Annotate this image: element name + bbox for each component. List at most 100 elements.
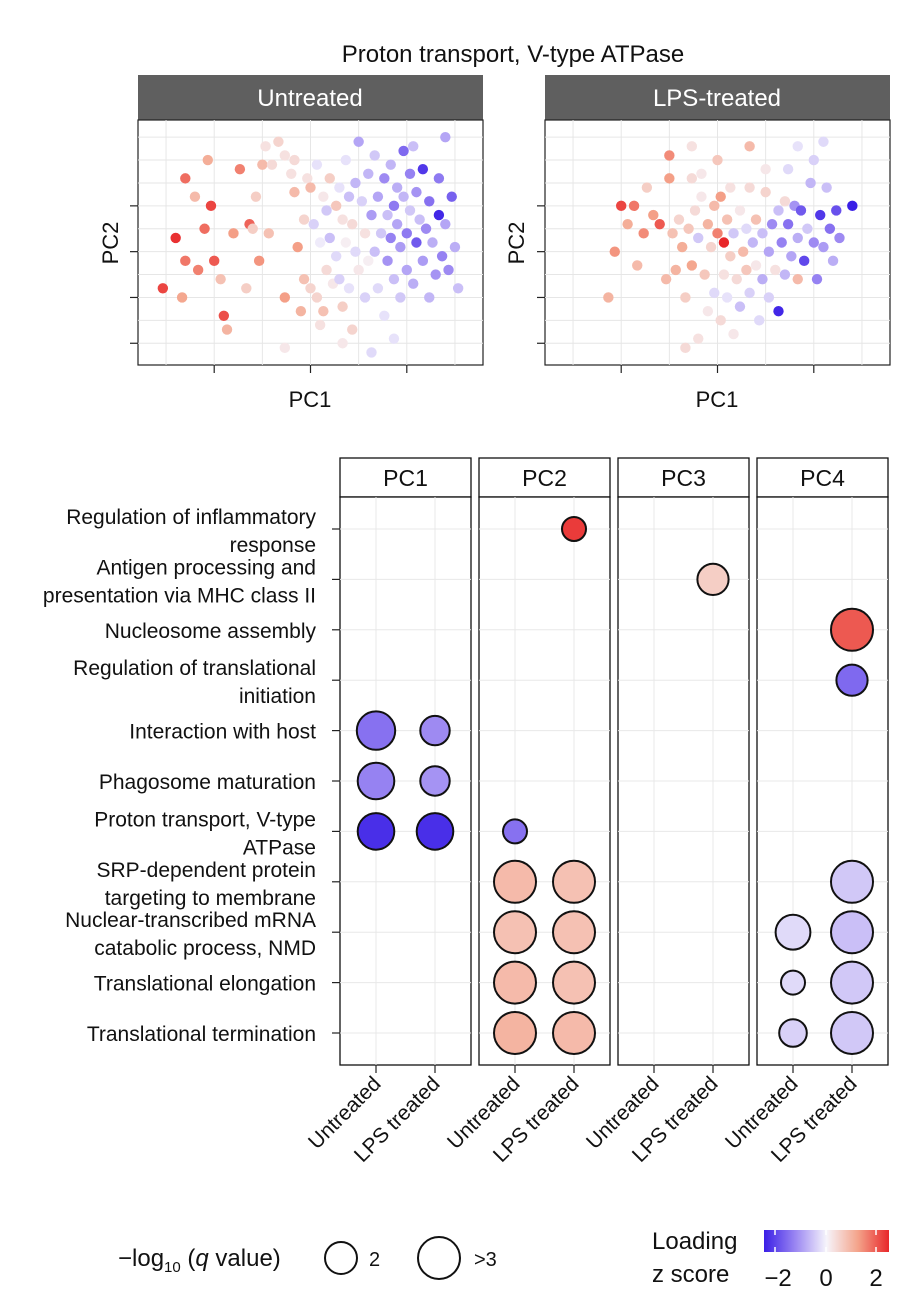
y-axis-label: PC2: [98, 222, 123, 265]
scatter-point: [218, 310, 230, 321]
facet-label: PC2: [522, 465, 567, 491]
scatter-point: [831, 205, 842, 216]
panel-axes: [537, 205, 815, 373]
scatter-point: [728, 328, 739, 340]
scatter-point: [603, 292, 614, 303]
size-legend-title: −log10 (q value): [118, 1245, 281, 1276]
dot: [696, 562, 730, 597]
scatter-point: [286, 168, 297, 179]
scatter-point: [654, 218, 665, 230]
scatter-point: [786, 251, 797, 262]
scatter-point: [763, 246, 775, 257]
scatter-title: Proton transport, V-type ATPase: [342, 41, 684, 68]
scatter-point: [279, 150, 291, 161]
term-label: Interaction with host: [129, 721, 316, 744]
scatter-point: [449, 241, 461, 253]
scatter-point: [693, 333, 704, 344]
scatter-point: [395, 241, 406, 253]
facet-strip: [756, 457, 889, 498]
scatter-point: [805, 177, 816, 189]
term-label: Antigen processing and: [97, 556, 317, 579]
scatter-point: [667, 228, 678, 239]
scatter-point: [424, 292, 435, 303]
scatter-point: [709, 287, 720, 299]
scatter-point: [696, 191, 707, 202]
scatter-point: [670, 264, 681, 276]
scatter-point: [369, 150, 380, 161]
scatter-point: [398, 145, 409, 157]
size-legend-value-2: 2: [369, 1249, 380, 1271]
scatter-point: [157, 283, 169, 294]
scatter-point: [279, 292, 291, 303]
term-labels: Regulation of inflammatory responseAntige…: [43, 506, 340, 1046]
scatter-point: [715, 191, 726, 202]
scatter-point: [440, 218, 451, 230]
scatter-point: [289, 186, 300, 198]
scatter-point: [798, 255, 810, 267]
scatter-point: [253, 255, 265, 267]
dot: [835, 663, 869, 697]
scatter-point: [385, 159, 396, 170]
scatter-point: [292, 241, 303, 253]
scatter-point: [680, 342, 691, 354]
scatter-point: [734, 205, 746, 216]
facet-label: PC1: [383, 465, 428, 491]
scatter-point: [176, 292, 188, 303]
scatter-point: [763, 292, 775, 303]
scatter-point: [289, 154, 300, 166]
scatter-point: [273, 136, 284, 147]
scatter-point: [773, 205, 784, 216]
scatter-point: [683, 223, 694, 234]
scatter-point: [324, 232, 335, 244]
scatter-point: [250, 191, 262, 202]
scatter-point: [750, 260, 762, 271]
scatter-point: [401, 264, 412, 276]
scatter-point: [314, 237, 326, 248]
scatter-point: [705, 241, 717, 253]
scatter-point: [779, 269, 791, 280]
scatter-point: [311, 159, 323, 170]
scatter-point: [436, 251, 448, 262]
scatter-point: [388, 273, 400, 285]
x-axis-label: PC1: [289, 387, 332, 412]
scatter-point: [424, 196, 435, 207]
dot: [830, 859, 874, 904]
dot: [419, 714, 451, 747]
scatter-panel-untreated: Untreated PC1 PC2: [98, 75, 484, 412]
scatter-point: [247, 223, 258, 234]
term-label: response: [230, 534, 316, 557]
scatter-point: [815, 209, 826, 221]
dot: [830, 910, 874, 955]
scatter-point: [760, 164, 771, 175]
facet-strip: [617, 457, 750, 498]
scatter-point: [305, 182, 316, 193]
scatter-point: [686, 141, 698, 152]
term-label: Regulation of translational: [73, 657, 316, 680]
scatter-point: [298, 214, 310, 225]
scatter-point: [398, 191, 409, 202]
scatter-point: [417, 255, 429, 267]
scatter-point: [725, 182, 736, 193]
dot-plot: PC1 PC2 PC3 PC4 Regulation of inflammatory r…: [43, 457, 889, 1167]
dot: [493, 910, 537, 955]
scatter-point: [340, 154, 352, 166]
dot: [356, 812, 396, 851]
scatter-point: [260, 141, 271, 152]
scatter-point: [734, 301, 746, 312]
dot: [830, 607, 874, 652]
scatter-point: [298, 273, 310, 285]
scatter-point: [263, 228, 274, 239]
panel-points: [157, 131, 464, 358]
scatter-point: [712, 228, 723, 239]
color-legend-tick-label: −2: [764, 1265, 791, 1292]
scatter-point: [266, 159, 278, 170]
scatter-point: [314, 319, 326, 331]
scatter-point: [388, 333, 400, 344]
x-axis-label: PC1: [696, 387, 739, 412]
scatter-point: [391, 182, 403, 193]
dot: [493, 1011, 537, 1055]
scatter-point: [440, 131, 451, 143]
scatter-point: [747, 237, 759, 248]
